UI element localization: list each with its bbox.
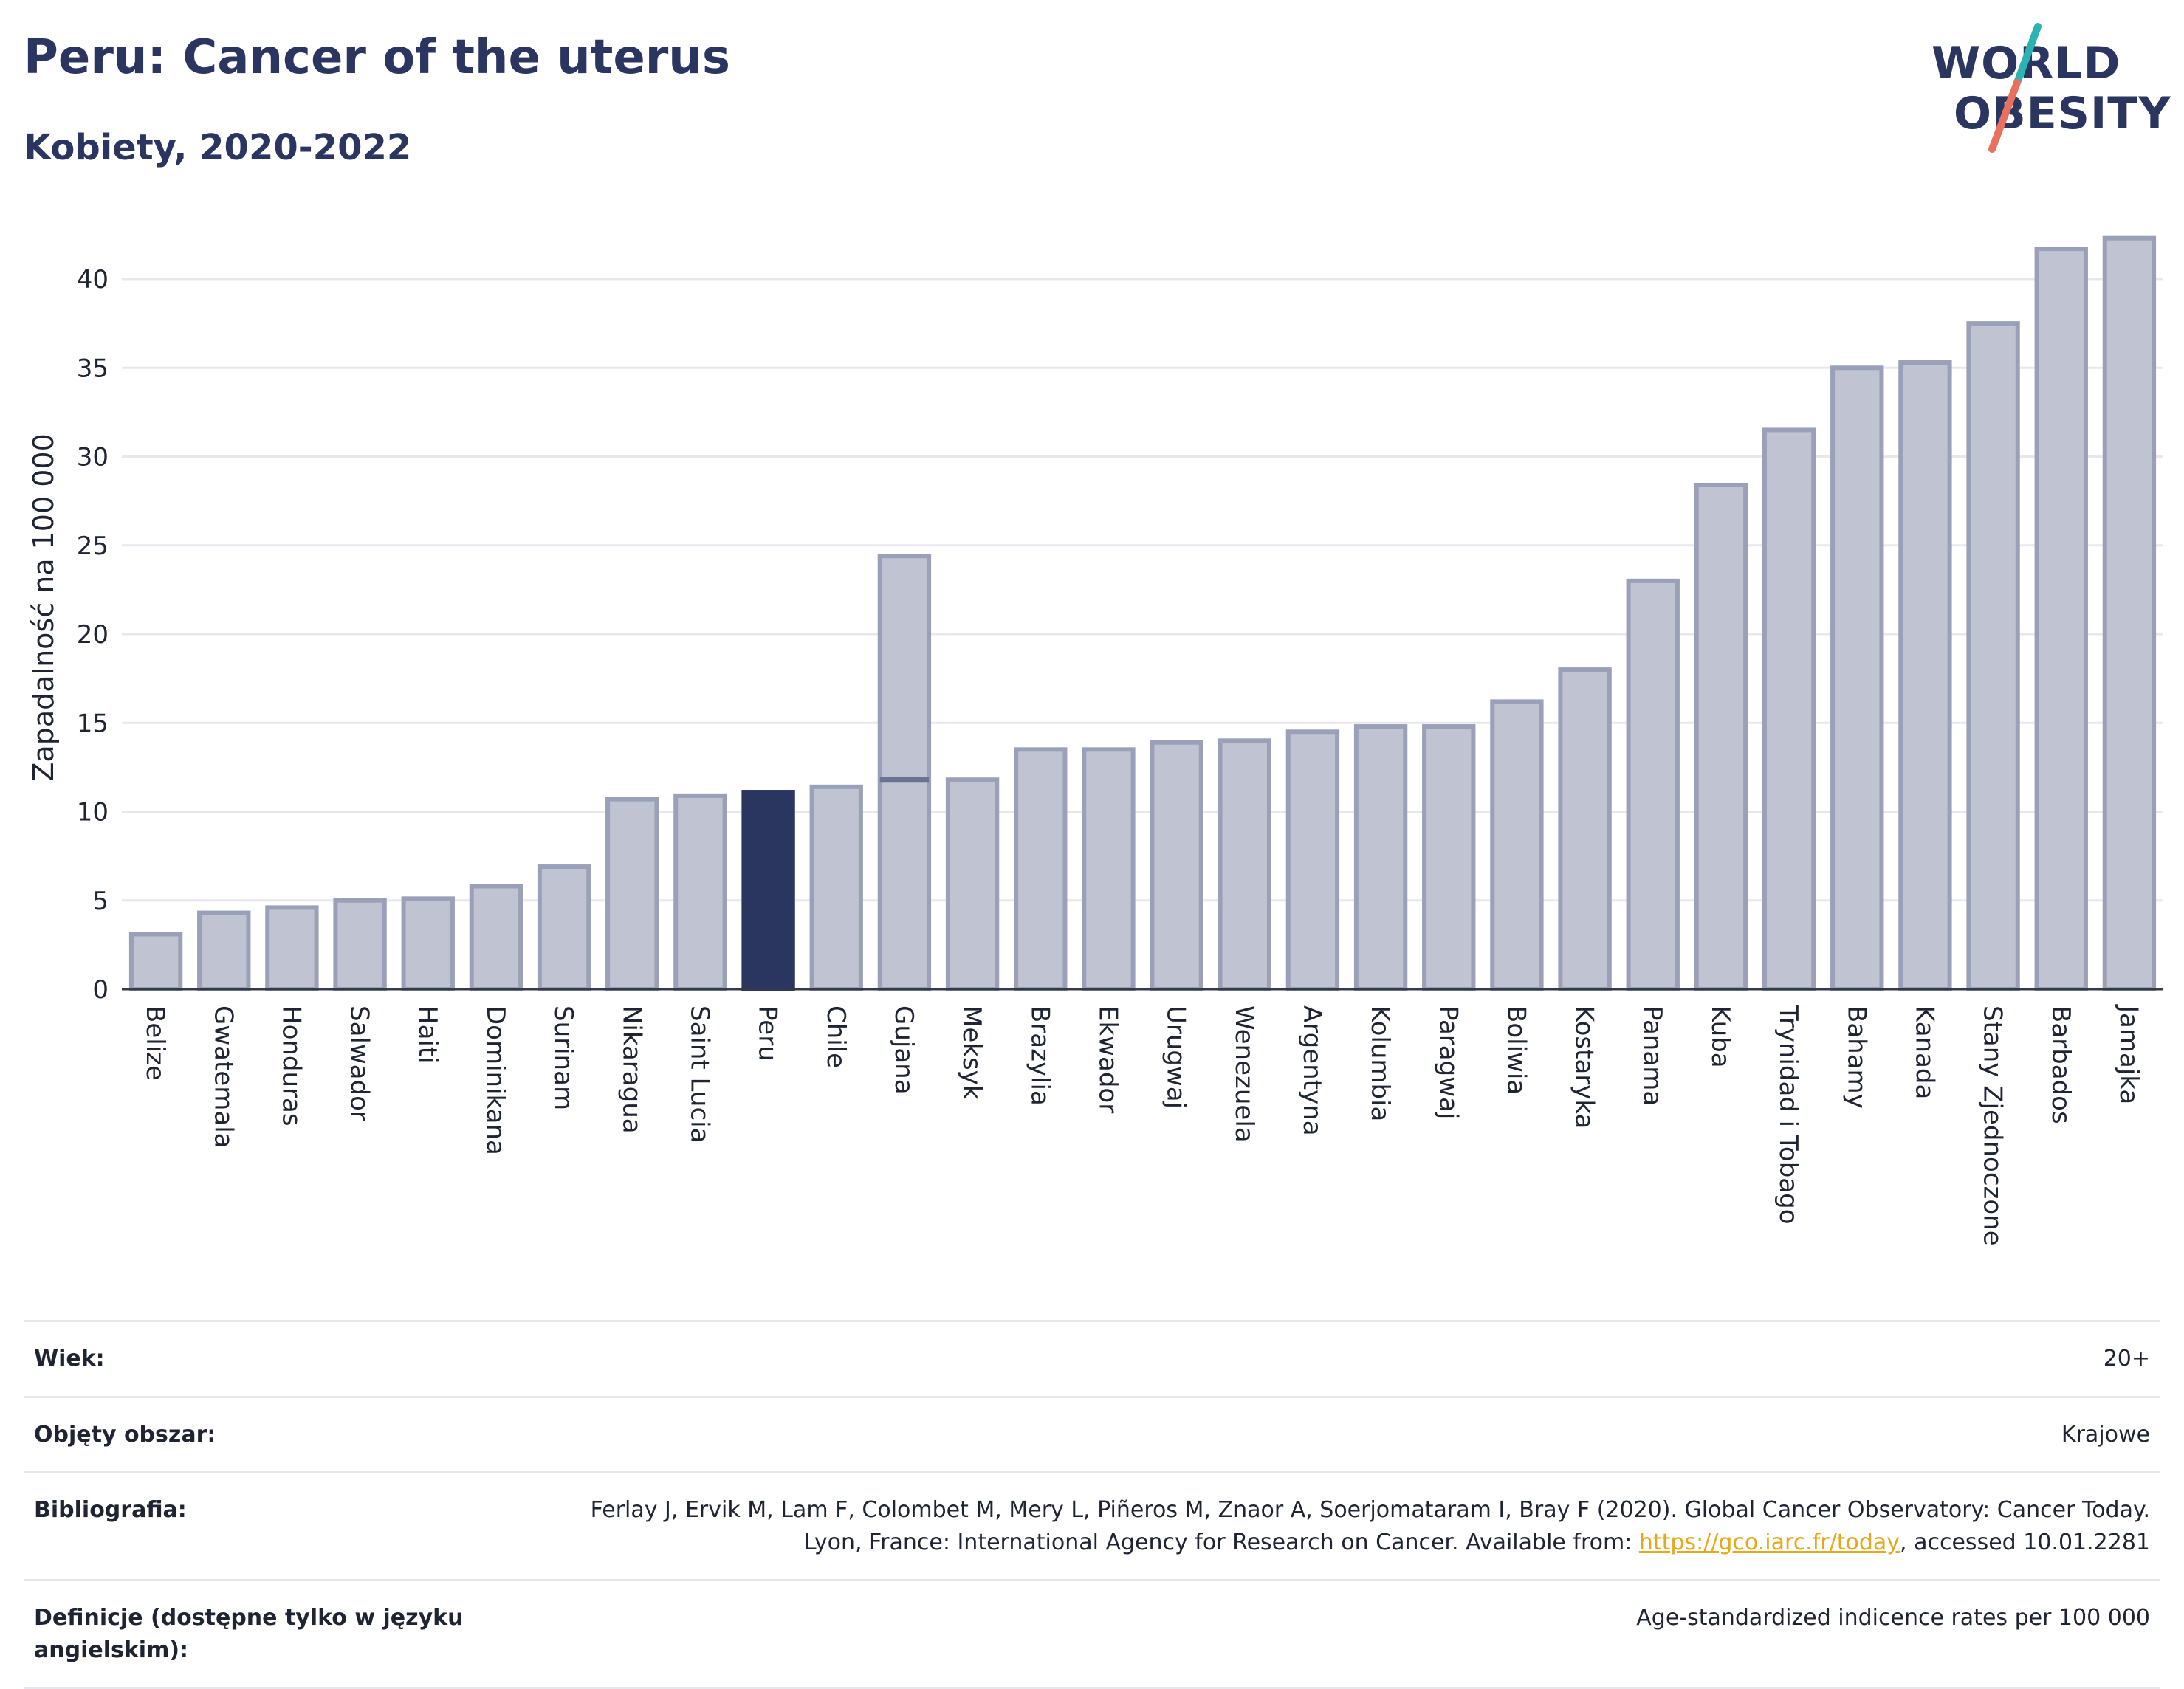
bar-surinam — [537, 864, 591, 991]
info-value-age: 20+ — [517, 1320, 2160, 1398]
chart-title: Peru: Cancer of the uterus — [24, 30, 730, 85]
y-tick-label: 30 — [77, 443, 109, 472]
bar-peru — [741, 790, 795, 991]
x-tick-label: Barbados — [2046, 1005, 2075, 1124]
bar-boliwia — [1490, 699, 1544, 991]
x-tick-label: Boliwia — [1501, 1005, 1531, 1095]
x-tick-label: Salwador — [345, 1005, 374, 1121]
x-tick-label: Belize — [140, 1005, 170, 1081]
bar-nikaragua — [605, 797, 659, 991]
info-label-definitions: Definicje (dostępne tylko w języku angie… — [24, 1579, 517, 1689]
x-tick-label: Chile — [821, 1005, 851, 1068]
x-tick-label: Peru — [753, 1005, 783, 1062]
y-tick-label: 15 — [77, 709, 109, 738]
logo-word-obesity: OBESITY — [1954, 88, 2171, 140]
bar-honduras — [265, 905, 319, 991]
bars — [128, 235, 2157, 992]
bar-haiti — [401, 896, 455, 991]
info-value-definitions: Age-standardized indicence rates per 100… — [517, 1579, 2160, 1689]
bibliography-text: Ferlay J, Ervik M, Lam F, Colombet M, Me… — [590, 1497, 2150, 1555]
x-tick-label: Gwatemala — [208, 1005, 238, 1148]
bar-wenezuela — [1218, 738, 1271, 991]
bar-gwatemala — [197, 910, 251, 992]
y-tick-label: 35 — [77, 354, 109, 383]
x-tick-label: Paragwaj — [1433, 1005, 1463, 1119]
bar-meksyk — [945, 777, 1000, 992]
bar-bahamy — [1830, 365, 1884, 991]
x-tick-label: Nikaragua — [617, 1005, 646, 1134]
bar-saint-lucia — [673, 793, 727, 991]
bar-ekwador — [1082, 747, 1136, 991]
bar-trynidad-i-tobago — [1762, 427, 1816, 991]
bar-urugwaj — [1150, 740, 1203, 992]
info-label-area: Objęty obszar: — [24, 1395, 517, 1473]
bar-kolumbia — [1353, 724, 1408, 991]
info-row-bibliography: Bibliografia: Ferlay J, Ervik M, Lam F, … — [24, 1471, 2160, 1581]
bar-panama — [1626, 578, 1680, 991]
x-tick-label: Gujana — [889, 1005, 918, 1095]
bar-chile — [809, 784, 863, 992]
x-tick-label: Argentyna — [1297, 1005, 1327, 1136]
bar-jamajka — [2102, 235, 2157, 991]
x-tick-label: Kanada — [1909, 1005, 1939, 1099]
bar-argentyna — [1285, 729, 1340, 992]
bar-kostaryka — [1558, 667, 1612, 991]
x-tick-label: Trynidad i Tobago — [1773, 1005, 1803, 1225]
info-table: Wiek: 20+ Objęty obszar: Krajowe Bibliog… — [24, 1320, 2160, 1689]
bibliography-accessed: , accessed 10.01.2281 — [1900, 1529, 2150, 1555]
info-row-age: Wiek: 20+ — [24, 1320, 2160, 1398]
info-value-area: Krajowe — [517, 1395, 2160, 1473]
info-row-definitions: Definicje (dostępne tylko w języku angie… — [24, 1579, 2160, 1689]
x-axis-labels: Belize Gwatemala Honduras Salwador Haiti Domi… — [140, 1004, 2143, 1246]
x-tick-label: Urugwaj — [1161, 1005, 1191, 1109]
x-tick-label: Kolumbia — [1365, 1005, 1395, 1121]
bar-dominikana — [469, 884, 523, 992]
x-tick-label: Stany Zjednoczone — [1978, 1005, 2008, 1246]
y-axis-title: Zapadalność na 100 000 — [27, 433, 60, 781]
x-tick-label: Ekwador — [1093, 1005, 1122, 1113]
info-label-bibliography: Bibliografia: — [24, 1471, 517, 1581]
bar-kuba — [1694, 482, 1748, 992]
x-tick-label: Haiti — [413, 1005, 442, 1064]
y-tick-label: 5 — [92, 887, 109, 916]
bar-salwador — [333, 898, 387, 991]
x-tick-label: Saint Lucia — [684, 1005, 714, 1143]
grid-lines — [122, 278, 2163, 991]
source-link[interactable]: https://gco.iarc.fr/today — [1638, 1529, 1900, 1555]
x-tick-label: Kuba — [1706, 1005, 1735, 1068]
bar-belize — [128, 932, 183, 992]
y-tick-label: 20 — [77, 620, 109, 650]
bar-gujana — [877, 554, 932, 991]
x-tick-label: Kostaryka — [1570, 1005, 1599, 1129]
x-tick-label: Brazylia — [1025, 1005, 1054, 1106]
bar-stany-zjednoczone — [1966, 321, 2020, 991]
y-tick-label: 0 — [92, 975, 109, 1005]
chart-subtitle: Kobiety, 2020-2022 — [24, 127, 412, 168]
y-axis-ticks: 0 5 10 15 20 25 30 35 40 — [77, 265, 109, 1005]
bar-barbados — [2034, 247, 2088, 992]
y-tick-label: 25 — [77, 532, 109, 561]
x-tick-label: Meksyk — [957, 1005, 986, 1100]
x-tick-label: Surinam — [549, 1005, 578, 1110]
x-tick-label: Panama — [1638, 1005, 1667, 1106]
world-obesity-logo: WORLD OBESITY — [1920, 22, 2174, 155]
x-tick-label: Wenezuela — [1229, 1005, 1259, 1143]
bar-brazylia — [1014, 747, 1068, 991]
info-label-age: Wiek: — [24, 1320, 517, 1398]
x-tick-label: Bahamy — [1841, 1005, 1871, 1109]
x-tick-label: Dominikana — [481, 1005, 510, 1155]
y-tick-label: 10 — [77, 798, 109, 828]
bar-chart: 0 5 10 15 20 25 30 35 40 Belize Gwatemala Honduras… — [27, 235, 2163, 1246]
logo-slash-icon — [1988, 23, 2042, 153]
y-tick-label: 40 — [77, 265, 109, 295]
bar-paragwaj — [1422, 724, 1476, 991]
bar-kanada — [1898, 360, 1952, 992]
x-tick-label: Jamajka — [2114, 1004, 2143, 1104]
info-value-bibliography: Ferlay J, Ervik M, Lam F, Colombet M, Me… — [517, 1471, 2160, 1581]
info-row-area: Objęty obszar: Krajowe — [24, 1395, 2160, 1473]
x-tick-label: Honduras — [276, 1005, 306, 1126]
